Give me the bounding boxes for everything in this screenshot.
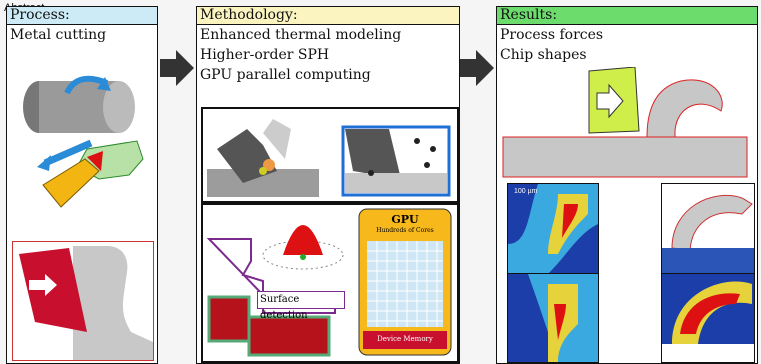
temperature-field-1: 100 µm	[507, 183, 599, 275]
arrow-icon	[460, 50, 494, 86]
scale-bar-label: 100 µm	[514, 188, 538, 195]
chip-shape-1	[661, 183, 755, 275]
methodology-header: Methodology:	[197, 7, 459, 25]
turning-illustration	[23, 75, 144, 208]
results-header: Results:	[497, 7, 757, 25]
chip-simulation-figure	[502, 67, 748, 178]
cutting-zone-inset	[12, 241, 154, 361]
gpu-sph-figure: Surface detection GPU Hundreds of Cores …	[201, 203, 459, 363]
gpu-subtitle: Hundreds of Cores	[376, 227, 434, 234]
temperature-field-2	[507, 273, 599, 363]
methodology-bullet-1: Enhanced thermal modeling	[200, 27, 402, 43]
process-header: Process:	[7, 7, 157, 25]
methodology-bullet-2: Higher-order SPH	[200, 47, 330, 63]
methodology-panel: Methodology: Enhanced thermal modeling H…	[196, 6, 460, 364]
thermal-model-figure	[201, 107, 459, 203]
process-bullet: Metal cutting	[10, 27, 107, 43]
gpu-title: GPU	[391, 213, 419, 226]
results-bullet-1: Process forces	[500, 27, 604, 43]
surface-detection-label: Surface detection	[257, 291, 345, 321]
device-memory-label: Device Memory	[377, 335, 433, 343]
results-panel: Results: Process forces Chip shapes 100 …	[496, 6, 758, 364]
arrow-icon	[160, 50, 194, 86]
methodology-bullet-3: GPU parallel computing	[200, 67, 371, 83]
process-panel: Process: Metal cutting	[6, 6, 158, 364]
results-bullet-2: Chip shapes	[500, 47, 587, 63]
chip-shape-2	[661, 273, 755, 363]
